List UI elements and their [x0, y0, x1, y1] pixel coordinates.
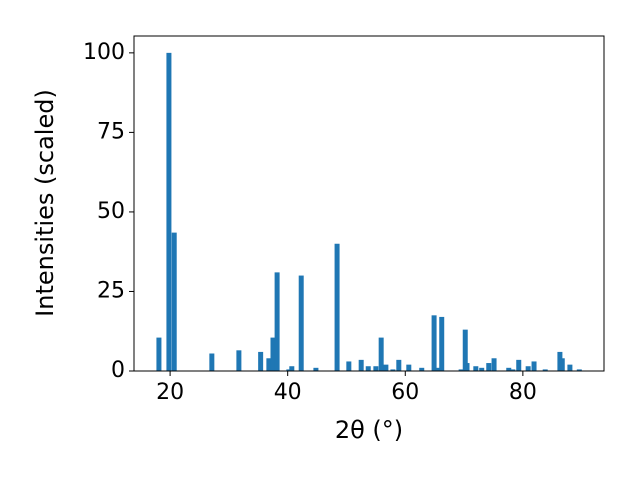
- x-tick-label: 80: [509, 380, 537, 405]
- bar: [491, 358, 497, 371]
- bar: [346, 361, 352, 371]
- bar: [542, 369, 548, 371]
- x-tick-label: 20: [156, 380, 184, 405]
- bar: [156, 337, 162, 371]
- y-tick-label: 50: [97, 199, 125, 224]
- bar: [458, 369, 464, 371]
- bar: [209, 353, 215, 371]
- bar: [406, 364, 412, 371]
- bar: [378, 337, 384, 371]
- bar: [383, 364, 389, 371]
- bar: [298, 275, 304, 371]
- bar: [431, 315, 437, 371]
- plot-frame: [133, 35, 605, 372]
- bar: [462, 329, 468, 371]
- bar: [486, 363, 492, 371]
- bar: [313, 367, 319, 371]
- y-axis-title: Intensities (scaled): [31, 89, 59, 317]
- bar: [396, 359, 402, 371]
- bar: [258, 351, 264, 371]
- bar: [435, 367, 441, 371]
- x-axis-title: 2θ (°): [335, 416, 403, 444]
- bar: [270, 337, 276, 371]
- bar: [266, 358, 272, 371]
- bar: [439, 316, 445, 371]
- bar: [525, 366, 531, 371]
- x-tick-label: 40: [274, 380, 302, 405]
- bar: [473, 366, 479, 371]
- bar: [286, 369, 292, 371]
- y-tick-label: 100: [83, 40, 125, 65]
- x-tick-label: 60: [391, 380, 419, 405]
- bar: [510, 369, 516, 371]
- bar: [166, 52, 172, 371]
- bar: [334, 243, 340, 371]
- bar: [289, 366, 295, 371]
- y-tick-label: 75: [97, 119, 125, 144]
- bar: [171, 232, 177, 371]
- bar: [419, 367, 425, 371]
- bar: [576, 369, 582, 371]
- bar: [516, 359, 522, 371]
- bar: [531, 361, 537, 371]
- y-tick-label: 0: [111, 358, 125, 383]
- bar: [274, 272, 280, 371]
- y-tick-label: 25: [97, 278, 125, 303]
- bar: [365, 366, 371, 371]
- bar: [567, 364, 573, 371]
- bar: [236, 350, 242, 371]
- bar: [390, 369, 396, 371]
- bar: [464, 363, 470, 371]
- bar: [559, 358, 565, 371]
- bar: [479, 367, 485, 371]
- bar: [373, 366, 379, 371]
- bar: [358, 359, 364, 371]
- bar: [506, 367, 512, 371]
